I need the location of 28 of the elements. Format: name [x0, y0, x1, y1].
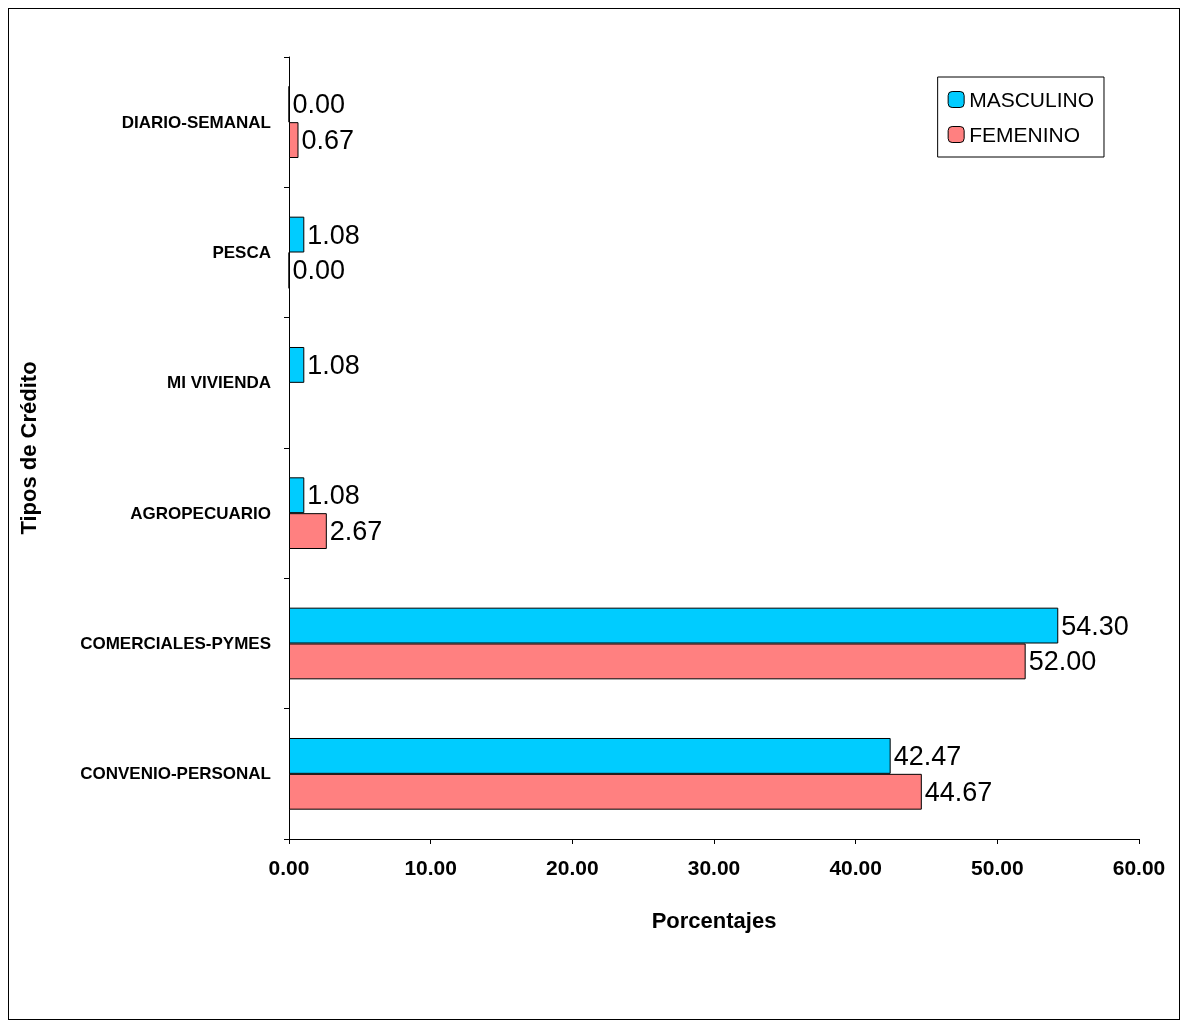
x-tick-label: 10.00 — [404, 856, 457, 879]
data-label: 1.08 — [307, 349, 360, 380]
legend-label: FEMENINO — [969, 123, 1080, 146]
x-tick-label: 50.00 — [971, 856, 1024, 879]
data-label: 0.67 — [301, 125, 355, 156]
data-label: 0.00 — [292, 255, 346, 286]
data-label: 0.00 — [292, 89, 346, 120]
x-tick-label: 0.00 — [268, 856, 310, 879]
x-axis-title: Porcentajes — [651, 907, 777, 933]
y-tick-label: MI VIVIENDA — [167, 373, 271, 393]
x-tick-label: 40.00 — [829, 856, 882, 879]
y-tick-label: CONVENIO-PERSONAL — [80, 764, 271, 784]
y-axis-title: Tipos de Crédito — [15, 361, 41, 535]
legend-label: MASCULINO — [969, 88, 1095, 111]
x-tick-label: 60.00 — [1112, 856, 1166, 879]
x-tick-label: 20.00 — [546, 856, 599, 879]
y-tick-label: AGROPECUARIO — [130, 503, 271, 523]
y-tick-label: PESCA — [212, 243, 271, 262]
y-tick-label: COMERCIALES-PYMES — [80, 634, 271, 653]
data-label: 44.67 — [924, 776, 993, 807]
data-label: 42.47 — [893, 740, 962, 771]
data-label: 1.08 — [307, 480, 360, 511]
data-label: 54.30 — [1061, 610, 1129, 641]
data-label: 1.08 — [307, 219, 360, 250]
data-label: 52.00 — [1028, 646, 1097, 677]
y-tick-label: DIARIO-SEMANAL — [121, 112, 271, 132]
x-tick-label: 30.00 — [687, 856, 741, 879]
data-label: 2.67 — [329, 516, 383, 547]
